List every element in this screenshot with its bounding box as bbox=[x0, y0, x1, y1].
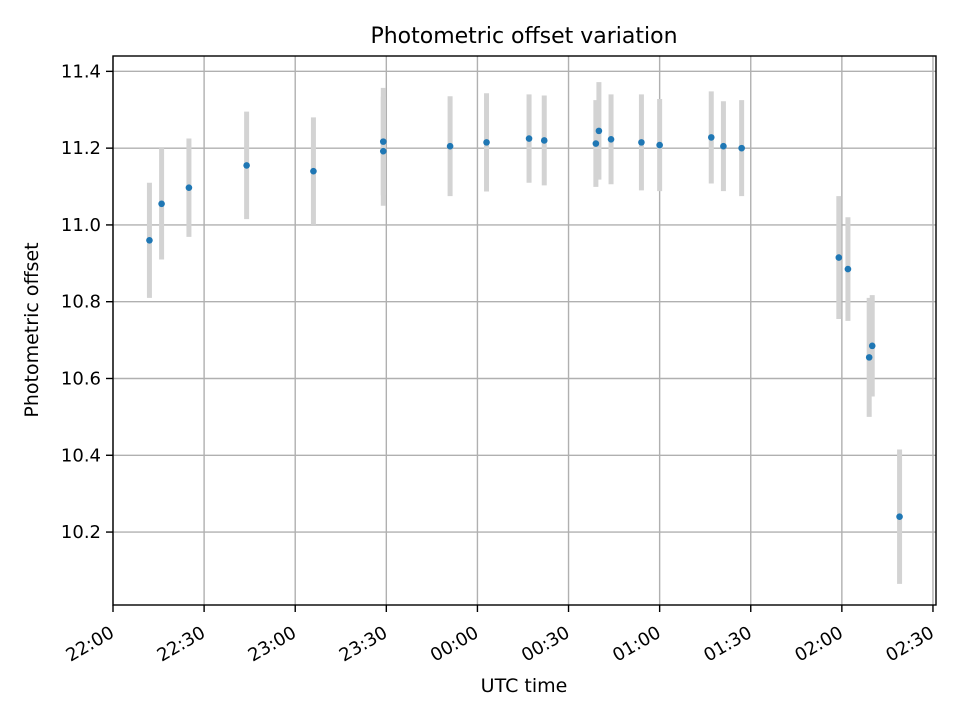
x-tick-label: 00:30 bbox=[518, 622, 573, 666]
chart-title: Photometric offset variation bbox=[370, 24, 677, 49]
y-tick-label: 11.4 bbox=[61, 61, 101, 82]
error-bars bbox=[146, 82, 903, 584]
data-point bbox=[844, 265, 852, 273]
x-tick-label: 23:00 bbox=[245, 622, 300, 666]
x-tick-label: 23:30 bbox=[336, 622, 391, 666]
x-tick-label: 02:30 bbox=[882, 622, 937, 666]
data-point bbox=[185, 184, 193, 191]
data-point bbox=[607, 136, 615, 143]
data-point bbox=[379, 147, 387, 155]
grid-lines bbox=[112, 56, 936, 605]
y-axis-label: Photometric offset bbox=[21, 242, 43, 417]
data-point bbox=[720, 142, 727, 150]
data-point bbox=[146, 236, 153, 244]
plot-frame bbox=[112, 55, 937, 606]
data-point bbox=[896, 513, 903, 520]
x-tick-label: 01:30 bbox=[700, 622, 755, 666]
data-point bbox=[592, 140, 600, 147]
x-tick-label: 22:00 bbox=[62, 622, 117, 666]
data-point bbox=[868, 342, 876, 350]
data-point bbox=[243, 162, 250, 169]
x-tick-label: 01:00 bbox=[609, 622, 664, 666]
data-point bbox=[483, 139, 490, 146]
data-point bbox=[656, 141, 663, 149]
x-tick-label: 00:00 bbox=[427, 622, 482, 666]
y-tick-label: 10.8 bbox=[61, 292, 101, 313]
data-point bbox=[835, 254, 843, 261]
data-point bbox=[446, 142, 454, 150]
data-point bbox=[310, 167, 317, 175]
data-point bbox=[738, 144, 745, 152]
y-tick-label: 10.6 bbox=[61, 368, 101, 389]
data-point bbox=[707, 134, 715, 141]
x-axis-label: UTC time bbox=[481, 675, 568, 697]
y-tick-label: 11.2 bbox=[61, 138, 101, 159]
x-tick-label: 02:00 bbox=[791, 622, 846, 666]
data-point bbox=[865, 354, 873, 361]
data-point bbox=[540, 137, 548, 144]
y-tick-label: 10.2 bbox=[61, 522, 101, 543]
data-point bbox=[379, 138, 387, 145]
data-point bbox=[158, 200, 165, 208]
y-tick-label: 10.4 bbox=[61, 445, 101, 466]
data-point bbox=[595, 127, 603, 135]
y-axis-ticks: 10.2 10.4 10.6 10.8 11.0 11.2 11.4 bbox=[61, 61, 113, 543]
x-axis-ticks: 22:00 22:30 23:00 23:30 00:00 00:30 01:00 01:30… bbox=[62, 605, 938, 666]
data-point bbox=[525, 135, 533, 142]
data-point bbox=[638, 139, 645, 146]
y-tick-label: 11.0 bbox=[61, 215, 101, 236]
data-points bbox=[146, 127, 903, 520]
x-tick-label: 22:30 bbox=[154, 622, 209, 666]
